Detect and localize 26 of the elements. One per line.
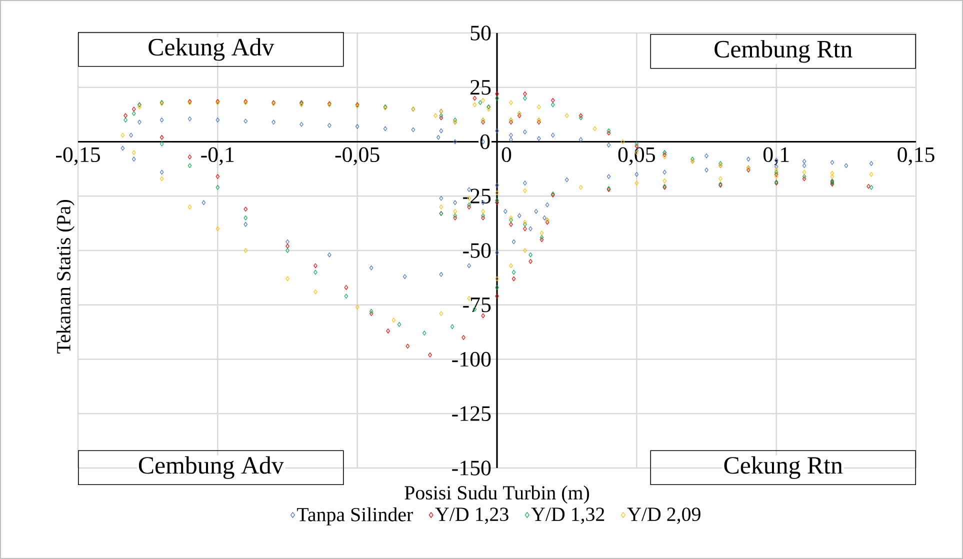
- x-tick-label: 0: [502, 147, 512, 162]
- legend-label: Y/D 1,32: [531, 508, 604, 524]
- y-tick-label: -25: [463, 188, 491, 204]
- x-tick-label: 0,05: [618, 147, 655, 166]
- y-axis-title: Tekanan Statis (Pa): [56, 200, 74, 354]
- annotation: Cekung Rtn: [724, 456, 843, 479]
- y-tick-label: 25: [470, 80, 491, 95]
- x-tick-label: 0,1: [763, 147, 789, 166]
- annotation: Cekung Adv: [148, 38, 274, 61]
- x-tick-label: -0,05: [335, 147, 380, 166]
- legend-label: Y/D 2,09: [627, 508, 700, 524]
- y-tick-label: 0: [480, 134, 490, 150]
- annotation: Cembung Adv: [138, 456, 284, 479]
- y-tick-label: -75: [463, 298, 491, 312]
- x-axis-title: Posisi Sudu Turbin (m): [404, 486, 590, 504]
- y-tick-label: -150: [452, 460, 491, 476]
- y-tick-label: -100: [452, 352, 491, 367]
- y-tick-label: -125: [452, 406, 491, 421]
- y-tick-label: 50: [470, 26, 491, 40]
- y-tick-label: -50: [463, 243, 491, 258]
- x-tick-label: -0,1: [201, 147, 234, 166]
- legend-label: Y/D 1,23: [435, 508, 508, 524]
- legend-label: Tanpa Silinder: [297, 507, 413, 526]
- x-tick-label: 0,15: [898, 147, 934, 166]
- x-tick-label: -0,15: [56, 147, 100, 166]
- annotation: Cembung Rtn: [714, 40, 852, 63]
